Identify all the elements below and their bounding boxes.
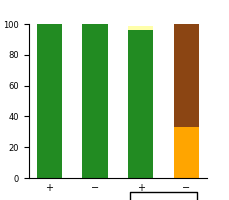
Bar	[173, 24, 198, 127]
Bar	[128, 30, 153, 178]
Bar	[82, 24, 107, 178]
Bar	[128, 26, 153, 30]
Bar	[37, 24, 62, 178]
Bar	[173, 127, 198, 178]
